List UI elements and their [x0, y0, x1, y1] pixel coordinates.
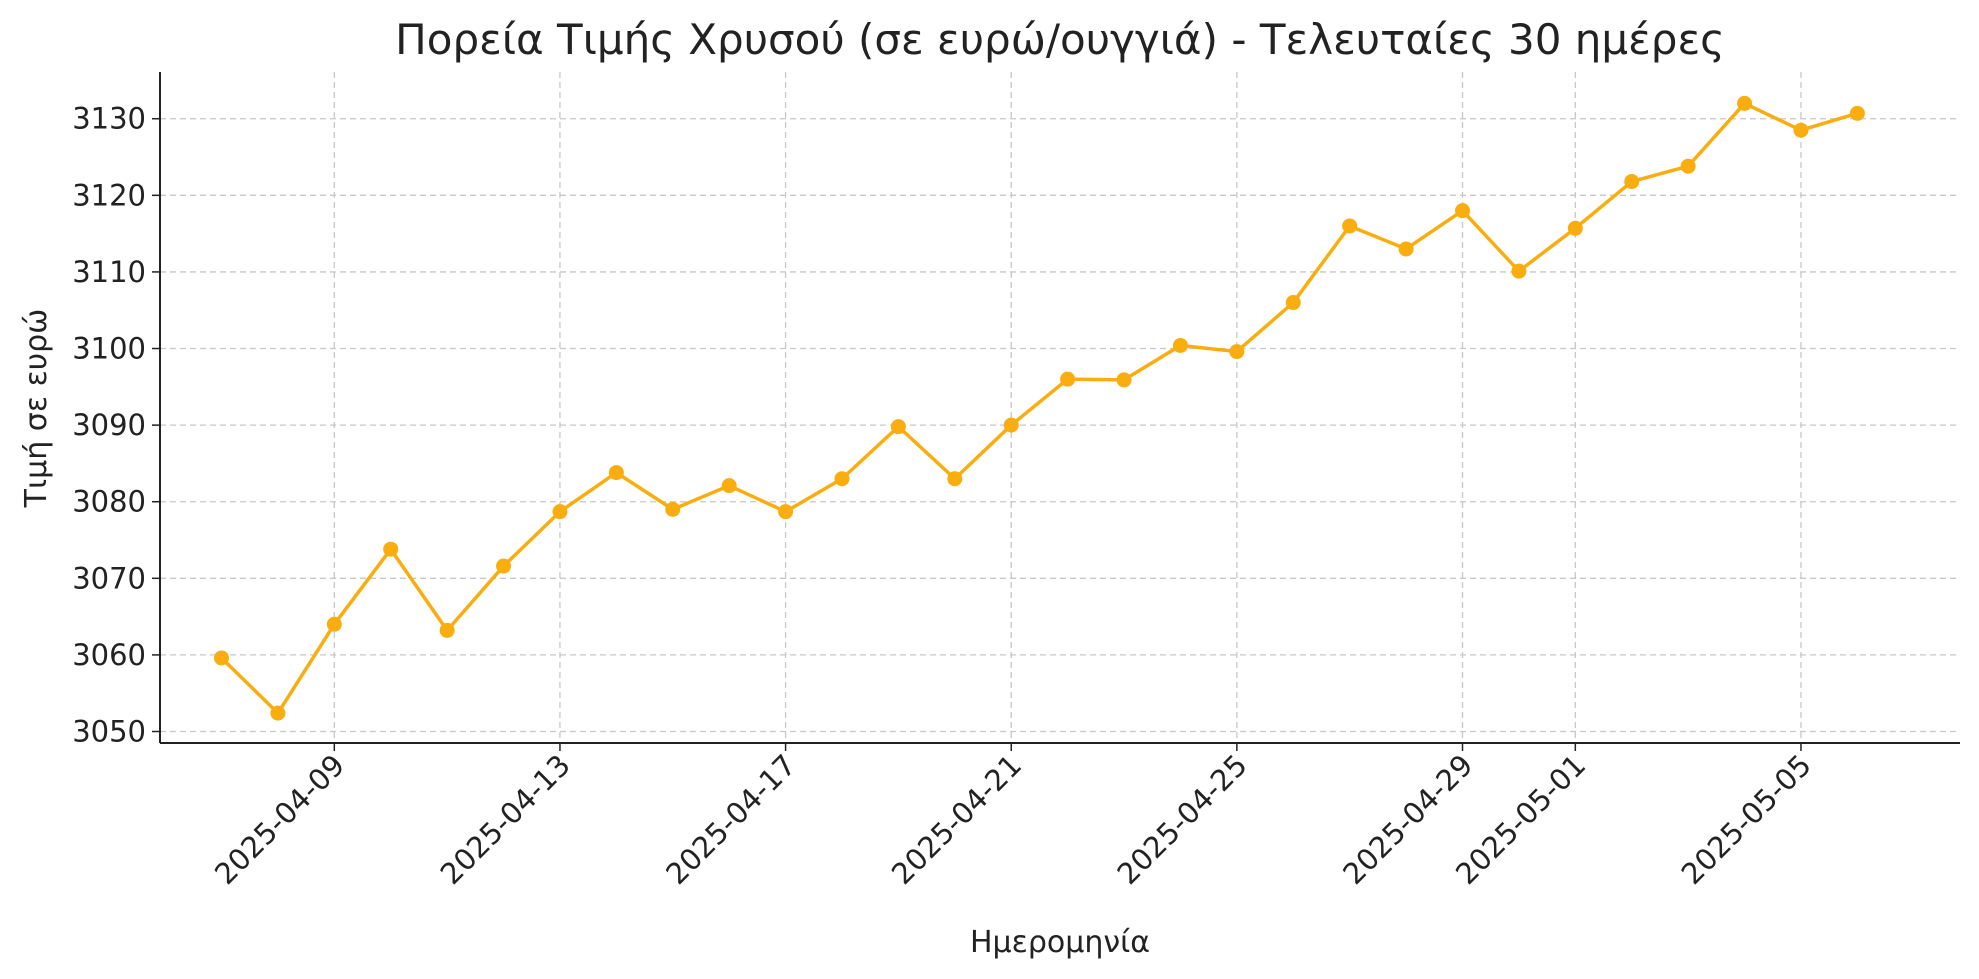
point: [214, 650, 230, 666]
x-tick-label: 2025-04-17: [659, 748, 802, 891]
point: [665, 501, 681, 517]
point: [552, 504, 568, 520]
y-axis-label: Τιμή σε ευρώ: [19, 309, 54, 509]
point: [1398, 241, 1414, 257]
point: [1455, 203, 1471, 219]
point: [326, 616, 342, 632]
x-tick-label: 2025-04-13: [434, 748, 577, 891]
point: [439, 622, 455, 638]
y-tick-label: 3060: [72, 638, 146, 672]
point: [1229, 344, 1245, 360]
point: [1680, 158, 1696, 174]
point: [1567, 220, 1583, 236]
point: [1737, 95, 1753, 111]
point: [834, 471, 850, 487]
y-tick-label: 3120: [72, 178, 146, 212]
point: [496, 558, 512, 574]
point: [1285, 295, 1301, 311]
point: [1793, 122, 1809, 138]
point: [1342, 218, 1358, 234]
point: [778, 504, 794, 520]
chart-title: Πορεία Τιμής Χρυσού (σε ευρώ/ουγγιά) - Τ…: [395, 15, 1725, 64]
x-axis-label: Ημερομηνία: [970, 925, 1150, 960]
point: [1172, 337, 1188, 353]
x-tick-label: 2025-04-25: [1111, 748, 1254, 891]
point: [1511, 263, 1527, 279]
x-tick-label: 2025-04-09: [208, 748, 351, 891]
line: [220, 101, 1858, 716]
point: [1060, 371, 1076, 387]
point: [1116, 372, 1132, 388]
y-tick-label: 3050: [72, 715, 146, 749]
point: [890, 419, 906, 435]
point: [270, 705, 286, 721]
x-tick-label: 2025-04-21: [885, 748, 1028, 891]
point: [383, 541, 399, 557]
y-tick-label: 3090: [72, 408, 146, 442]
y-tick-label: 3100: [72, 332, 146, 366]
point: [608, 465, 624, 481]
point: [947, 471, 963, 487]
y-tick-label: 3110: [72, 255, 146, 289]
point: [1003, 417, 1019, 433]
point: [721, 478, 737, 494]
y-tick-label: 3070: [72, 561, 146, 595]
point: [1624, 174, 1640, 190]
y-tick-label: 3080: [72, 485, 146, 519]
y-tick-label: 3130: [72, 102, 146, 136]
point: [1849, 105, 1865, 121]
x-tick-label: 2025-05-05: [1675, 748, 1818, 891]
